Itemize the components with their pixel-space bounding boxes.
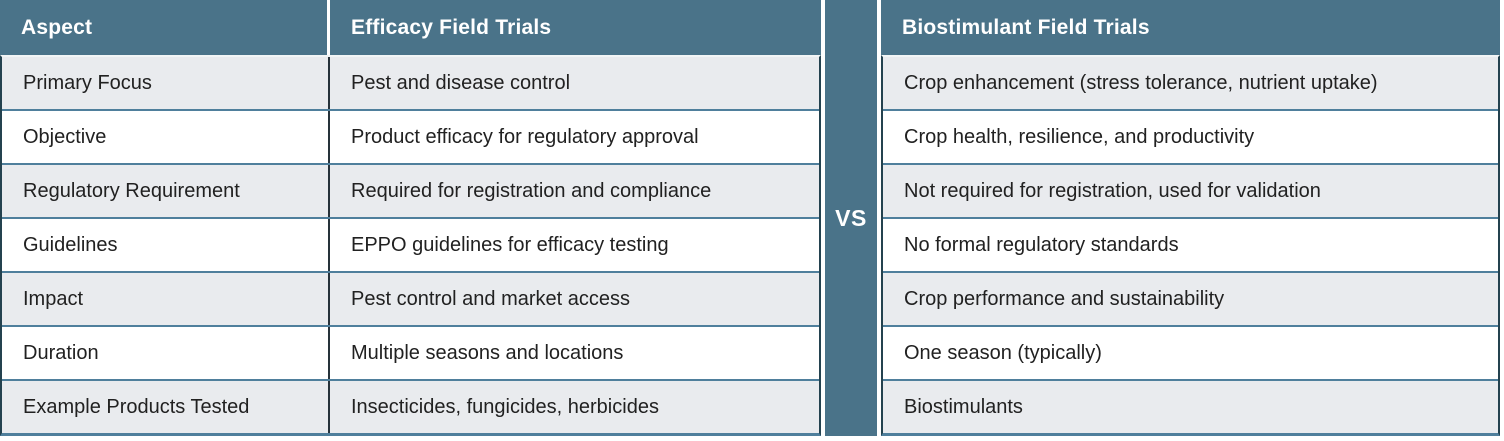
biostimulant-cell: Crop health, resilience, and productivit… xyxy=(904,125,1255,148)
biostimulant-table: Biostimulant Field Trials Crop enhanceme… xyxy=(881,0,1500,436)
table-row: Guidelines EPPO guidelines for efficacy … xyxy=(2,217,819,271)
table-row: Objective Product efficacy for regulator… xyxy=(2,109,819,163)
table-row: Regulatory Requirement Required for regi… xyxy=(2,163,819,217)
table-row: Crop enhancement (stress tolerance, nutr… xyxy=(883,57,1498,109)
efficacy-cell: Required for registration and compliance xyxy=(351,179,712,202)
table-row: One season (typically) xyxy=(883,325,1498,379)
biostimulant-table-header-row: Biostimulant Field Trials xyxy=(881,0,1500,55)
efficacy-cell: Multiple seasons and locations xyxy=(351,341,624,364)
efficacy-column-header: Efficacy Field Trials xyxy=(351,15,552,39)
biostimulant-cell: One season (typically) xyxy=(904,341,1102,364)
vs-divider: VS xyxy=(825,0,877,436)
efficacy-cell: Product efficacy for regulatory approval xyxy=(351,125,699,148)
biostimulant-cell: Biostimulants xyxy=(904,395,1023,418)
biostimulant-cell: Not required for registration, used for … xyxy=(904,179,1321,202)
aspect-cell: Duration xyxy=(2,327,330,379)
efficacy-cell: Insecticides, fungicides, herbicides xyxy=(351,395,659,418)
efficacy-cell: Pest control and market access xyxy=(351,287,631,310)
biostimulant-cell: No formal regulatory standards xyxy=(904,233,1179,256)
biostimulant-table-body: Crop enhancement (stress tolerance, nutr… xyxy=(881,55,1500,436)
table-row: No formal regulatory standards xyxy=(883,217,1498,271)
efficacy-cell: EPPO guidelines for efficacy testing xyxy=(351,233,669,256)
table-row: Not required for registration, used for … xyxy=(883,163,1498,217)
efficacy-table-body: Primary Focus Pest and disease control O… xyxy=(0,55,821,436)
biostimulant-cell: Crop performance and sustainability xyxy=(904,287,1225,310)
aspect-cell: Example Products Tested xyxy=(2,381,330,433)
biostimulant-column-header: Biostimulant Field Trials xyxy=(902,15,1150,39)
aspect-cell: Guidelines xyxy=(2,219,330,271)
table-row: Primary Focus Pest and disease control xyxy=(2,57,819,109)
aspect-cell: Impact xyxy=(2,273,330,325)
table-row: Impact Pest control and market access xyxy=(2,271,819,325)
aspect-column-header: Aspect xyxy=(0,0,330,55)
efficacy-table: Aspect Efficacy Field Trials Primary Foc… xyxy=(0,0,821,436)
table-row: Duration Multiple seasons and locations xyxy=(2,325,819,379)
efficacy-cell: Pest and disease control xyxy=(351,71,571,94)
table-row: Example Products Tested Insecticides, fu… xyxy=(2,379,819,433)
aspect-cell: Regulatory Requirement xyxy=(2,165,330,217)
biostimulant-cell: Crop enhancement (stress tolerance, nutr… xyxy=(904,71,1378,94)
aspect-cell: Primary Focus xyxy=(2,57,330,109)
efficacy-table-header-row: Aspect Efficacy Field Trials xyxy=(0,0,821,55)
table-row: Crop performance and sustainability xyxy=(883,271,1498,325)
vs-label: VS xyxy=(835,204,867,231)
aspect-cell: Objective xyxy=(2,111,330,163)
table-row: Crop health, resilience, and productivit… xyxy=(883,109,1498,163)
table-row: Biostimulants xyxy=(883,379,1498,433)
